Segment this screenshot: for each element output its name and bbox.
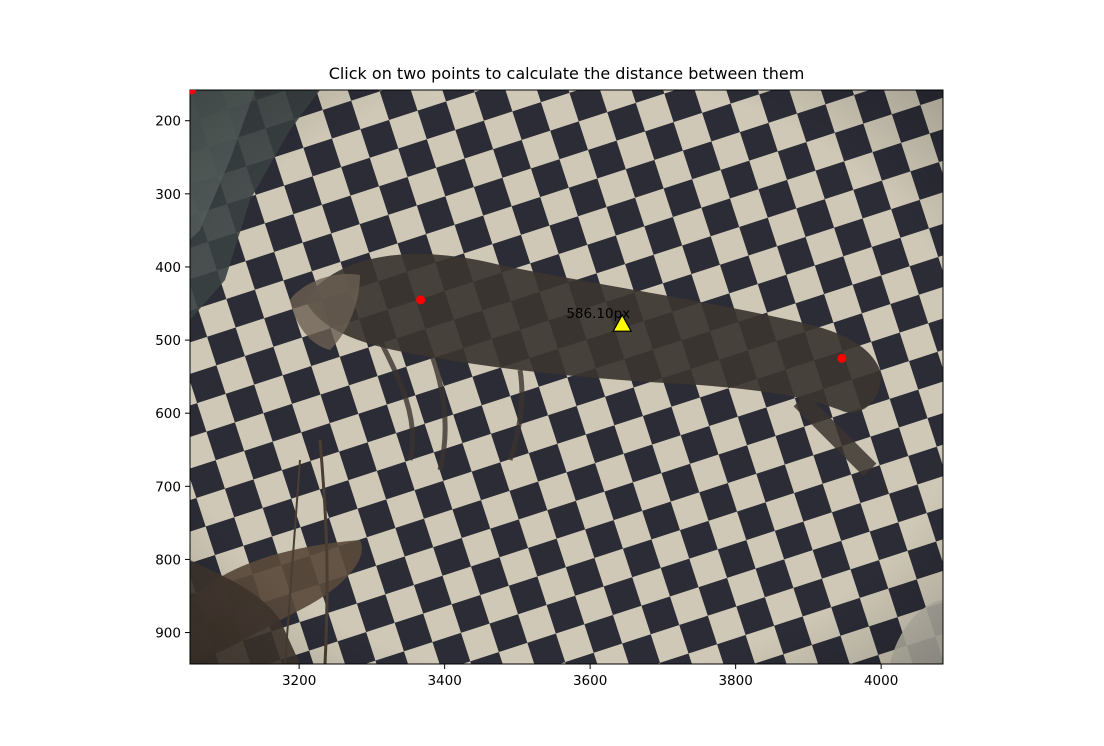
x-tick-label: 3800 — [718, 673, 752, 689]
x-tick-label: 3600 — [573, 673, 607, 689]
plot-marks — [190, 90, 847, 363]
y-axis: 200 300 400 500 600 700 800 900 — [155, 114, 190, 642]
plot-annotations: 586.10px — [566, 306, 633, 332]
axes-frame — [189, 89, 944, 665]
background-photo — [190, 90, 943, 664]
midpoint-triangle-marker — [612, 313, 633, 332]
y-tick-label: 400 — [155, 260, 181, 276]
x-tick-label: 4000 — [864, 673, 898, 689]
edge-point — [190, 90, 196, 95]
y-tick-label: 600 — [155, 406, 181, 422]
y-tick-label: 700 — [155, 479, 181, 495]
y-tick-label: 900 — [155, 626, 181, 642]
plot-title: Click on two points to calculate the dis… — [328, 64, 805, 83]
x-axis: 3200 3400 3600 3800 4000 — [282, 664, 898, 689]
clicked-point[interactable] — [837, 353, 847, 363]
clicked-point[interactable] — [416, 295, 426, 305]
x-tick-label: 3200 — [282, 673, 316, 689]
y-tick-label: 500 — [155, 333, 181, 349]
distance-label: 586.10px — [566, 306, 630, 322]
y-tick-label: 800 — [155, 552, 181, 568]
x-tick-label: 3400 — [427, 673, 461, 689]
y-tick-label: 200 — [155, 114, 181, 130]
y-tick-label: 300 — [155, 187, 181, 203]
